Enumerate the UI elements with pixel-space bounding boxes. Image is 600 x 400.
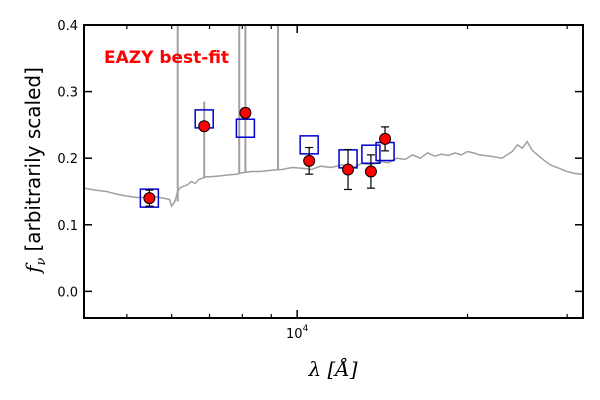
observed-flux-point [342, 163, 355, 176]
y-tick-label: 0.0 [57, 285, 78, 300]
y-tick-label: 0.4 [57, 19, 78, 34]
plot-area: 0.0 0.1 0.2 0.3 0.4 104 [57, 19, 584, 342]
observed-flux-point [303, 154, 316, 167]
observed-flux-point [239, 106, 252, 119]
y-tick-label: 0.3 [57, 86, 78, 101]
observed-flux-point [198, 120, 211, 133]
annotation-label: EAZY best-fit [104, 48, 229, 68]
observed-flux-point [143, 192, 156, 205]
x-axis-label: λ [Å] [307, 356, 357, 381]
y-tick-label: 0.1 [57, 219, 78, 234]
model-flux-marker [235, 118, 256, 138]
model-spectrum-line [84, 140, 583, 208]
x-tick-label-base: 10 [286, 327, 303, 342]
data-layer [84, 25, 583, 208]
x-tick-label: 104 [286, 324, 309, 342]
y-tick-label: 0.2 [57, 152, 78, 167]
y-axis-label-text: [arbitrarily scaled] [21, 67, 45, 251]
model-flux-marker [139, 188, 160, 208]
observed-flux-point [379, 132, 392, 145]
svg-text:fν[arbitrarily scaled]: fν[arbitrarily scaled] [21, 67, 49, 275]
y-axis-label: fν[arbitrarily scaled] [21, 67, 49, 275]
observed-flux-point [364, 165, 377, 178]
y-axis-label-subscript: ν [34, 257, 49, 265]
plot-frame [83, 24, 584, 319]
x-tick-label-exponent: 4 [303, 324, 309, 334]
